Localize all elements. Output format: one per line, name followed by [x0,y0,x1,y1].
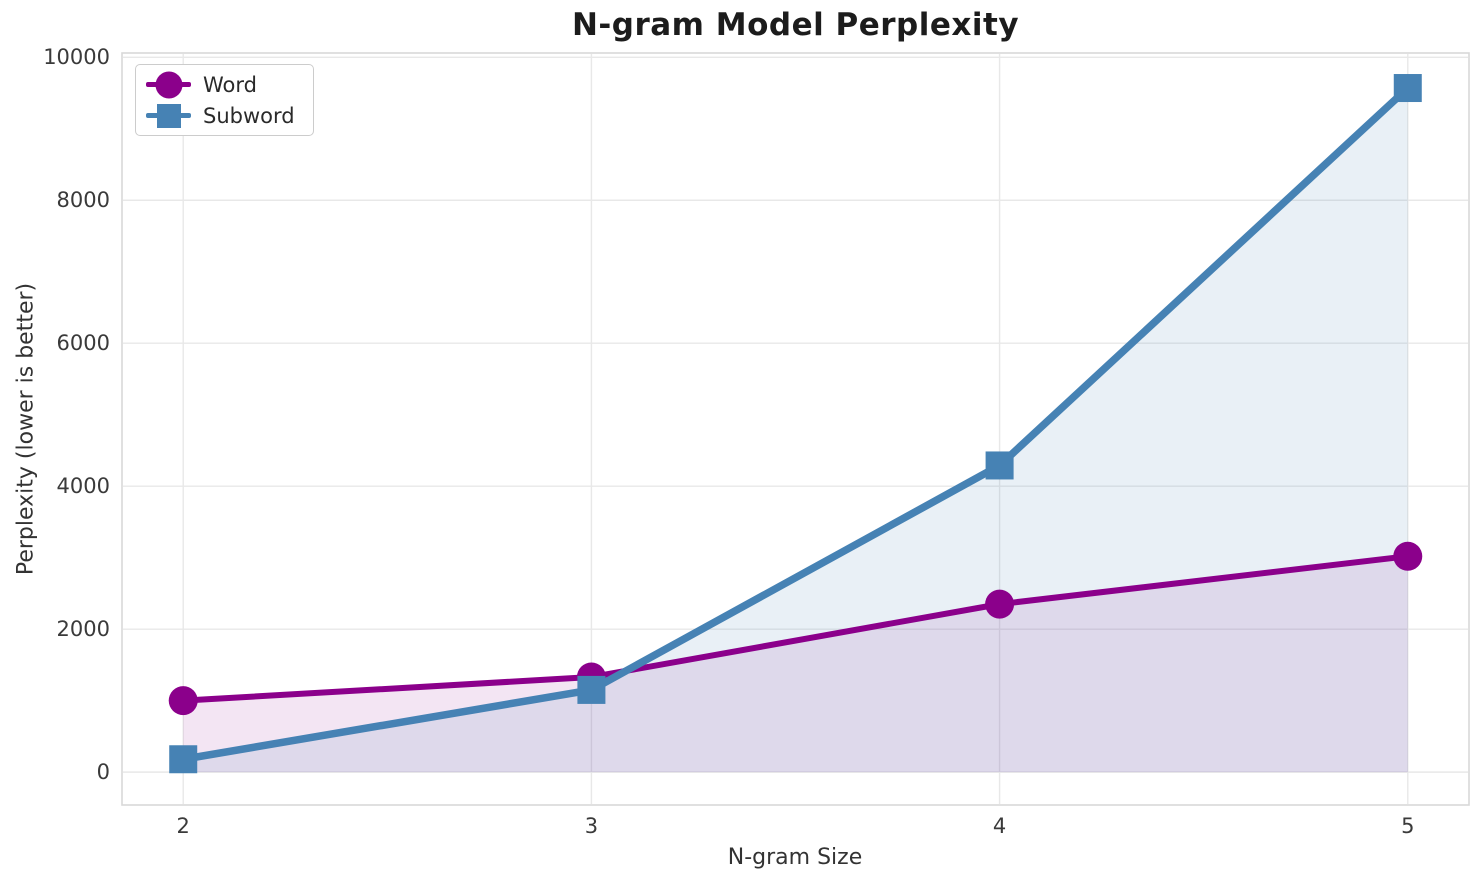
circle-marker-icon [155,71,182,98]
series-line-subword [179,84,1412,764]
x-tick-label: 4 [992,814,1007,838]
data-point-marker [1393,74,1422,103]
y-tick-label: 2000 [56,617,110,642]
legend-label: Word [203,72,257,97]
square-marker-icon [156,103,181,128]
legend-item: Word [146,70,295,99]
data-point-marker [985,451,1014,480]
x-tick-label: 5 [1401,814,1415,838]
data-point-marker [1393,541,1423,571]
series-area-word [183,556,1408,773]
y-tick-label: 10000 [43,45,110,70]
x-axis-label: N-gram Size [727,845,863,870]
legend-item: Subword [146,101,295,130]
data-point-marker [577,675,606,704]
data-point-marker [169,745,198,774]
legend-marker [146,70,191,99]
legend-marker [146,101,191,130]
y-tick-label: 0 [96,760,110,785]
y-tick-label: 4000 [56,474,110,499]
x-tick-label: 2 [176,814,190,838]
series-line-word [180,553,1411,704]
series-area-subword [183,88,1408,773]
data-point-marker [985,589,1015,619]
data-point-marker [168,686,198,716]
x-tick-label: 3 [584,814,599,838]
plot-border [121,52,1470,806]
y-tick-label: 8000 [56,188,110,213]
y-axis-label: Perplexity (lower is better) [13,282,39,576]
chart-title: N-gram Model Perplexity [571,7,1020,43]
legend-label: Subword [203,103,295,128]
legend: Word Subword [135,64,314,136]
y-tick-label: 6000 [56,331,110,356]
